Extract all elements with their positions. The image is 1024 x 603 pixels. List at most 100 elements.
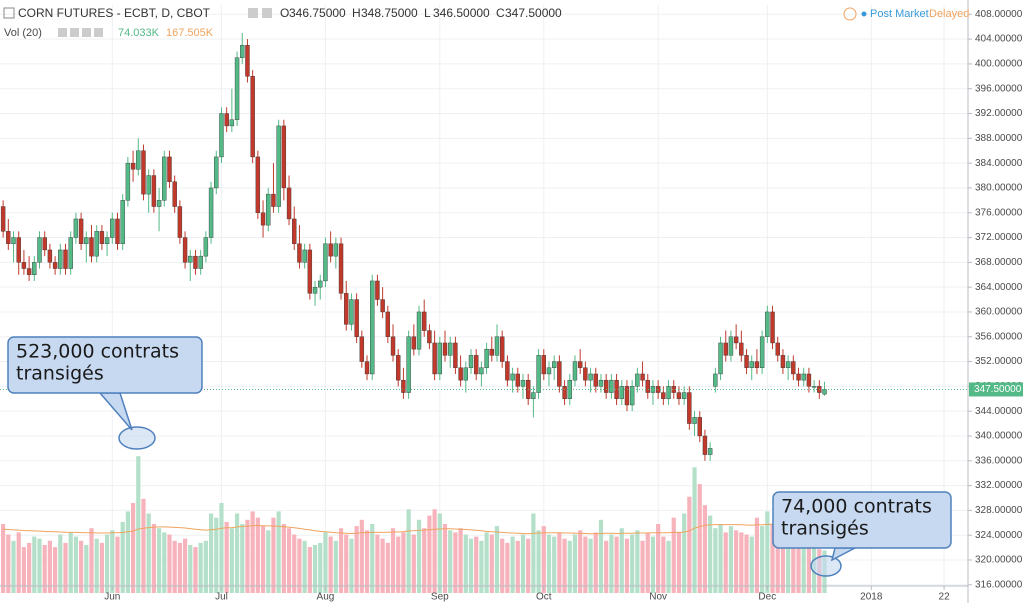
- volume-bar: [624, 538, 630, 593]
- volume-bar: [151, 524, 156, 593]
- candle-body: [37, 237, 42, 263]
- candle-body: [141, 150, 146, 195]
- ohlc-value: 346.75000: [289, 6, 346, 20]
- volume-bar: [448, 530, 453, 593]
- candle-body: [562, 386, 567, 399]
- candle-body: [380, 299, 385, 313]
- candle-body: [172, 181, 177, 207]
- status-icon[interactable]: [843, 7, 857, 21]
- candle-body: [6, 231, 11, 244]
- ohlc-key: L: [424, 6, 431, 20]
- volume-bar: [276, 511, 281, 593]
- volume-bar: [104, 534, 110, 593]
- candle-body: [468, 355, 474, 368]
- candle-body: [302, 249, 307, 263]
- candle-body: [125, 162, 131, 201]
- volume-bar: [432, 509, 437, 593]
- candle-body: [728, 336, 734, 356]
- volume-bar: [484, 532, 489, 593]
- candle-body: [167, 156, 172, 182]
- volume-bar: [546, 534, 552, 593]
- callout-box: [772, 491, 952, 549]
- candle-body: [801, 373, 806, 381]
- candle-body: [635, 373, 640, 387]
- candle-body: [255, 156, 261, 213]
- y-tick-label: 328.00000: [975, 505, 1023, 516]
- candle-body: [557, 361, 562, 387]
- volume-bar: [370, 524, 375, 593]
- volume-bar: [515, 540, 520, 593]
- candle-body: [73, 218, 79, 238]
- y-tick-label: 408.00000: [975, 9, 1023, 20]
- volume-bar: [453, 532, 458, 593]
- volume-bar: [297, 538, 302, 593]
- volume-bar: [614, 536, 619, 593]
- volume-bar: [474, 536, 479, 593]
- y-tick-label: 396.00000: [975, 83, 1023, 94]
- candle-body: [697, 417, 702, 437]
- volume-bar: [702, 505, 708, 593]
- last-price-label: 347.50000: [974, 384, 1022, 395]
- volume-bar: [250, 511, 255, 593]
- candle-body: [583, 367, 588, 381]
- volume-bar: [765, 511, 770, 593]
- hide-icon[interactable]: [262, 8, 272, 18]
- volume-bar: [323, 532, 328, 593]
- candle-body: [780, 355, 786, 368]
- volume-bar: [84, 545, 89, 593]
- volume-ma-line: [3, 523, 825, 535]
- candle-body: [577, 361, 583, 368]
- candle-body: [645, 379, 650, 393]
- volume-bar: [338, 528, 344, 593]
- volume-bar: [489, 534, 494, 593]
- volume-bar: [312, 545, 318, 593]
- volume-bar: [146, 513, 151, 593]
- ohlc-value: 346.50000: [433, 6, 490, 20]
- candle-body: [479, 367, 484, 375]
- candle-body: [58, 249, 63, 269]
- collapse-icon[interactable]: [3, 7, 15, 19]
- volume-bar: [401, 532, 406, 593]
- candle-body: [396, 355, 401, 381]
- vol-icon[interactable]: [70, 28, 79, 37]
- candle-body: [68, 237, 73, 269]
- callout-ellipse: [118, 426, 156, 450]
- vol-icon[interactable]: [82, 28, 91, 37]
- candle-body: [292, 218, 297, 244]
- volume-bar: [110, 530, 115, 593]
- candle-body: [603, 379, 609, 393]
- candle-body: [281, 125, 287, 189]
- volume-bar: [266, 530, 271, 593]
- y-tick-label: 320.00000: [975, 555, 1023, 566]
- candle-body: [463, 367, 469, 381]
- volume-bar: [11, 540, 16, 593]
- candle-body: [151, 175, 157, 207]
- volume-bar: [666, 540, 671, 593]
- candle-body: [26, 268, 32, 275]
- candle-body: [120, 200, 125, 244]
- volume-bar: [650, 536, 656, 593]
- candle-body: [702, 435, 708, 455]
- candle-body: [796, 373, 801, 381]
- candle-body: [146, 175, 151, 195]
- volume-bar: [94, 538, 99, 593]
- candle-body: [370, 280, 375, 375]
- candle-body: [494, 336, 500, 356]
- settings-icon[interactable]: [248, 8, 258, 18]
- candle-body: [250, 76, 255, 158]
- volume-bar: [53, 547, 58, 593]
- candle-body: [541, 355, 546, 375]
- y-tick-label: 376.00000: [975, 207, 1023, 218]
- candle-body: [489, 348, 494, 356]
- volume-bar: [182, 538, 188, 593]
- candle-body: [531, 392, 536, 399]
- vol-icon[interactable]: [94, 28, 103, 37]
- y-tick-label: 400.00000: [975, 59, 1023, 70]
- candle-body: [499, 336, 505, 362]
- vol-icon[interactable]: [58, 28, 67, 37]
- candle-body: [593, 373, 598, 387]
- candle-body: [78, 218, 84, 244]
- volume-bar: [744, 534, 749, 593]
- volume-bar: [385, 542, 390, 593]
